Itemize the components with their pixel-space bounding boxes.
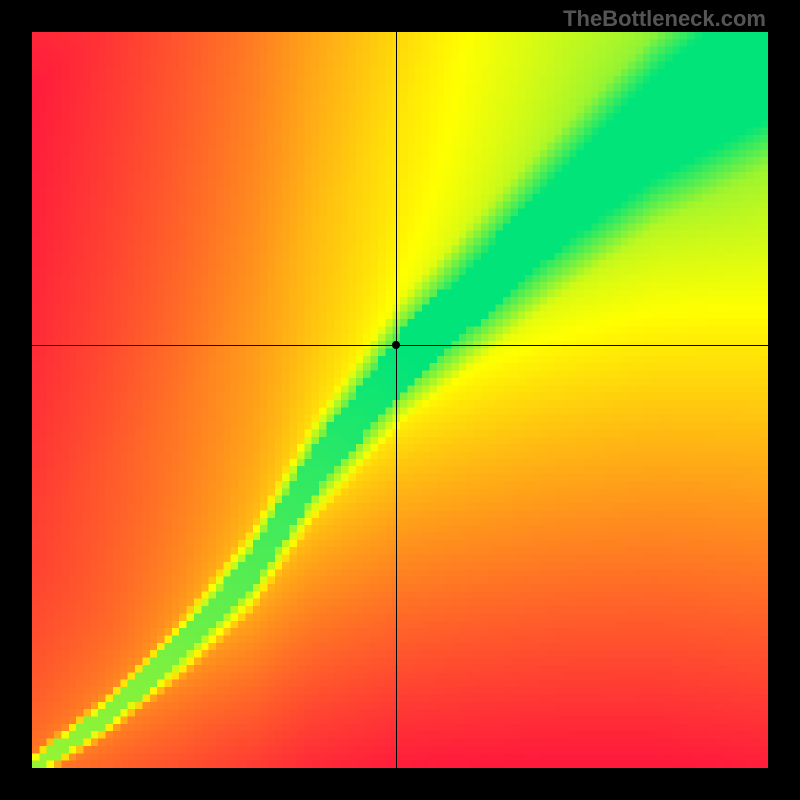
crosshair-marker xyxy=(392,341,400,349)
crosshair-vertical xyxy=(396,32,397,768)
chart-container: TheBottleneck.com xyxy=(0,0,800,800)
heatmap-canvas xyxy=(32,32,768,768)
heatmap-plot xyxy=(32,32,768,768)
watermark-text: TheBottleneck.com xyxy=(563,6,766,32)
